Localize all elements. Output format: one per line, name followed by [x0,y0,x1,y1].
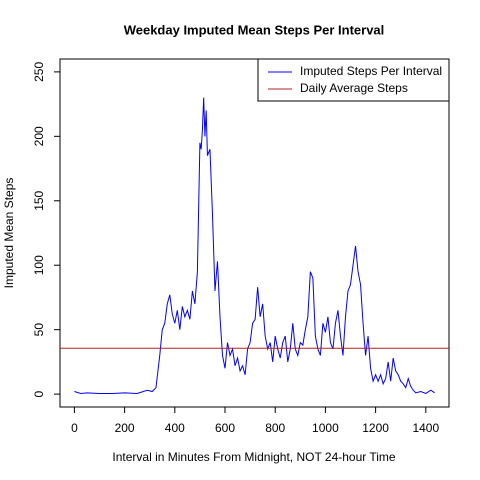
y-tick-label: 0 [32,390,46,397]
y-tick-label: 100 [32,255,46,275]
x-tick-label: 400 [165,421,185,435]
legend-box [257,58,450,102]
y-axis-label: Imputed Mean Steps [2,178,16,289]
x-axis-label: Interval in Minutes From Midnight, NOT 2… [112,450,396,464]
chart-title: Weekday Imputed Mean Steps Per Interval [124,22,385,37]
legend-label: Imputed Steps Per Interval [300,64,442,78]
y-tick-label: 50 [32,323,46,337]
x-tick-label: 800 [265,421,285,435]
x-tick-label: 1000 [312,421,339,435]
y-tick-label: 250 [32,62,46,82]
legend-label: Daily Average Steps [300,81,408,95]
x-tick-label: 200 [115,421,135,435]
y-tick-label: 200 [32,126,46,146]
data-line [74,97,435,395]
x-tick-label: 1200 [362,421,389,435]
x-tick-label: 1400 [412,421,439,435]
x-tick-label: 600 [215,421,235,435]
plot-frame [59,58,450,408]
x-tick-label: 0 [71,421,78,435]
y-tick-label: 150 [32,190,46,210]
